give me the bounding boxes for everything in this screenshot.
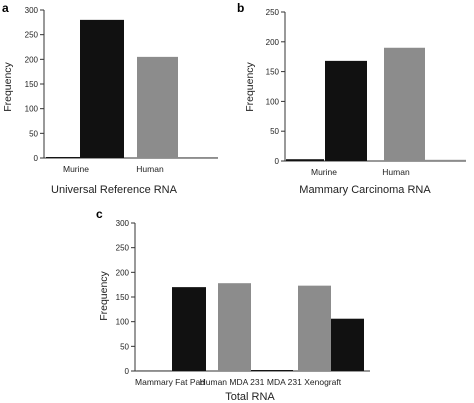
y-tick-label: 150 — [266, 68, 280, 77]
y-tick-label: 0 — [125, 367, 130, 376]
panel-b-categories: Murine Human — [311, 167, 410, 177]
panel-a-xlabel: Universal Reference RNA — [51, 184, 178, 196]
panel-c-ylabel: Frequency — [98, 270, 110, 320]
y-tick-label: 0 — [34, 154, 39, 163]
panel-c: c Frequency Total RNA 0 50 100 150 200 250 300… — [96, 207, 370, 403]
panel-b-ylabel: Frequency — [244, 61, 256, 111]
y-tick-label: 300 — [25, 6, 39, 15]
panel-b-xlabel: Mammary Carcinoma RNA — [299, 184, 431, 196]
y-tick-label: 150 — [25, 80, 39, 89]
bar-a-human — [178, 157, 218, 158]
y-tick-label: 0 — [275, 157, 280, 166]
bar-a-murine — [46, 157, 80, 158]
y-tick-label: 200 — [25, 55, 39, 64]
y-tick-label: 250 — [116, 244, 130, 253]
panel-b-yticks: 0 50 100 150 200 250 — [266, 8, 285, 166]
bar-b-murine — [286, 159, 324, 161]
panel-b: b Frequency Mammary Carcinoma RNA 0 50 100… — [237, 1, 466, 196]
panel-a-label: a — [2, 1, 9, 15]
panel-c-bars — [137, 283, 364, 371]
y-tick-label: 50 — [29, 129, 38, 138]
y-tick-label: 100 — [116, 318, 130, 327]
panel-c-label: c — [96, 207, 103, 221]
bar-b-human — [325, 60, 367, 161]
panel-b-label: b — [237, 1, 244, 15]
panel-a-axes — [43, 10, 218, 159]
bar-a-murine — [137, 56, 178, 158]
category-label: Mammary Fat Pad — [135, 377, 205, 387]
y-tick-label: 150 — [116, 293, 130, 302]
panel-b-bars — [286, 47, 466, 162]
y-tick-label: 50 — [270, 127, 279, 136]
y-tick-label: 100 — [266, 97, 280, 106]
bar-c-mammary-fat-pad — [172, 287, 206, 371]
y-tick-label: 200 — [266, 38, 280, 47]
panel-c-xlabel: Total RNA — [225, 391, 275, 403]
y-tick-label: 250 — [25, 31, 39, 40]
panel-a-ylabel: Frequency — [2, 61, 14, 111]
category-label: Human — [382, 167, 410, 177]
y-tick-label: 200 — [116, 268, 130, 277]
bar-c-human-mda-231 — [251, 370, 293, 371]
y-tick-label: 100 — [25, 105, 39, 114]
category-label: Murine — [311, 167, 337, 177]
category-label: MDA 231 Xenograft — [267, 377, 342, 387]
y-tick-label: 300 — [116, 219, 130, 228]
bar-c-human-mda-231 — [218, 283, 251, 371]
panel-a: a Frequency Universal Reference RNA 0 50 1… — [2, 1, 218, 196]
bar-a-human — [80, 19, 124, 158]
panel-a-bars — [46, 19, 218, 158]
category-label: Human MDA 231 — [200, 377, 265, 387]
panel-b-axes — [284, 12, 466, 162]
y-tick-label: 50 — [120, 342, 129, 351]
bar-c-mda-231-xenograft — [331, 318, 364, 371]
category-label: Human — [136, 164, 164, 174]
bar-c-mammary-fat-pad — [137, 370, 171, 371]
panel-a-yticks: 0 50 100 150 200 250 300 — [25, 6, 44, 163]
bar-b-murine — [384, 47, 425, 162]
category-label: Murine — [63, 164, 89, 174]
y-tick-label: 250 — [266, 8, 280, 17]
bar-c-mda-231-xenograft — [298, 285, 331, 371]
panel-c-yticks: 0 50 100 150 200 250 300 — [116, 219, 135, 376]
panel-a-categories: Murine Human — [63, 164, 164, 174]
bar-b-human — [425, 159, 466, 161]
